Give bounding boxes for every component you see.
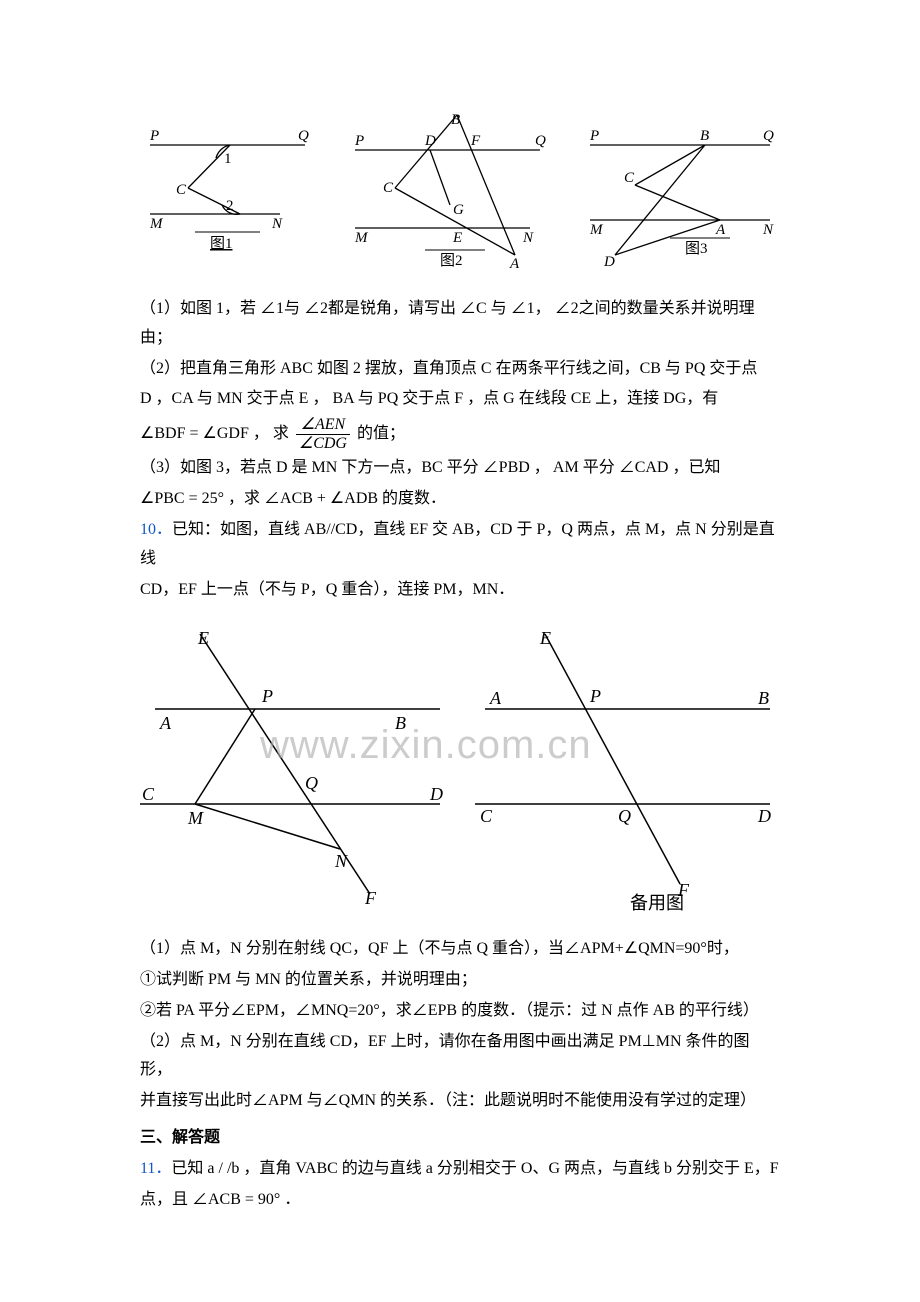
label-N: N	[762, 222, 774, 238]
label-A: A	[715, 222, 726, 238]
q2-line2: D ，CA 与 MN 交于点 E ， BA 与 PQ 交于点 F ，点 G 在线…	[140, 385, 780, 414]
q10-p2a: （2）点 M，N 分别在直线 CD，EF 上时，请你在备用图中画出满足 PM⊥M…	[140, 1028, 780, 1086]
q10-p1a: ①试判断 PM 与 MN 的位置关系，并说明理由；	[140, 966, 780, 995]
label-D: D	[603, 254, 615, 270]
fraction-aen-cdg: ∠AEN ∠CDG	[296, 416, 350, 452]
label-B: B	[451, 112, 460, 128]
label-N: N	[271, 216, 283, 232]
figure-2: P Q M N B D F C G E A 图2	[345, 110, 555, 275]
r-C: C	[480, 806, 493, 826]
q11-text-a: 已知 a / /b ，直角 VABC 的边与直线 a 分别相交于 O、G 两点，…	[171, 1160, 778, 1177]
l-C: C	[142, 784, 155, 804]
label-D: D	[424, 133, 436, 149]
l-D: D	[429, 784, 443, 804]
l-B: B	[395, 713, 406, 733]
r-B: B	[758, 688, 769, 708]
q3-line2: ∠PBC = 25° ，求 ∠ACB + ∠ADB 的度数．	[140, 485, 780, 514]
label-Q: Q	[535, 133, 546, 149]
caption-fig2: 图2	[440, 252, 463, 269]
q11-line1: 11．已知 a / /b ，直角 VABC 的边与直线 a 分别相交于 O、G …	[140, 1155, 780, 1184]
label-A: A	[509, 256, 520, 272]
q2-line3: ∠BDF = ∠GDF ， 求 ∠AEN ∠CDG 的值；	[140, 416, 780, 452]
figure-1: P Q M N C 1 2 图1	[140, 110, 320, 275]
l-Q: Q	[305, 773, 318, 793]
q11-line2: 点，且 ∠ACB = 90° ．	[140, 1186, 780, 1215]
label-angle1: 1	[224, 151, 232, 167]
label-M: M	[149, 216, 164, 232]
figure-3: P Q M N B C A D 图3	[580, 110, 780, 275]
q10-p2b: 并直接写出此时∠APM 与∠QMN 的关系．（注：此题说明时不能使用没有学过的定…	[140, 1087, 780, 1116]
label-B: B	[700, 128, 709, 144]
r-E: E	[539, 628, 551, 648]
caption-fig3: 图3	[685, 240, 708, 257]
figures-row-top: P Q M N C 1 2 图1	[140, 110, 780, 275]
label-C: C	[176, 182, 187, 198]
big-figure-row: www.zixin.com.cn E P A B C D Q M N F	[140, 614, 780, 925]
r-P: P	[589, 686, 601, 706]
label-M: M	[354, 230, 369, 246]
q3-line1: （3）如图 3，若点 D 是 MN 下方一点，BC 平分 ∠PBD ， AM 平…	[140, 454, 780, 483]
label-P: P	[149, 128, 159, 144]
label-P: P	[354, 133, 364, 149]
label-N: N	[522, 230, 534, 246]
q2-line1: （2）把直角三角形 ABC 如图 2 摆放，直角顶点 C 在两条平行线之间，CB…	[140, 355, 780, 384]
label-Q: Q	[298, 128, 309, 144]
label-E: E	[452, 230, 462, 246]
q2c-pre: ∠BDF = ∠GDF ， 求	[140, 425, 289, 442]
section-3-title: 三、解答题	[140, 1124, 780, 1153]
q11-number: 11．	[140, 1160, 171, 1177]
l-A: A	[159, 713, 172, 733]
r-D: D	[757, 806, 771, 826]
r-A: A	[489, 688, 502, 708]
q10-p1b: ②若 PA 平分∠EPM，∠MNQ=20°，求∠EPB 的度数．（提示：过 N …	[140, 997, 780, 1026]
l-N: N	[334, 851, 348, 871]
label-F: F	[470, 133, 481, 149]
q10-line1: 10．已知：如图，直线 AB//CD，直线 EF 交 AB，CD 于 P，Q 两…	[140, 516, 780, 574]
q10-text-a: 已知：如图，直线 AB//CD，直线 EF 交 AB，CD 于 P，Q 两点，点…	[140, 521, 775, 567]
label-P: P	[589, 128, 599, 144]
label-angle2: 2	[226, 198, 234, 214]
frac-bot: ∠CDG	[296, 435, 350, 453]
label-C: C	[624, 170, 635, 186]
q1-text: （1）如图 1，若 ∠1与 ∠2都是锐角，请写出 ∠C 与 ∠1， ∠2之间的数…	[140, 295, 780, 353]
q10-number: 10．	[140, 521, 172, 538]
q10-p1: （1）点 M，N 分别在射线 QC，QF 上（不与点 Q 重合），当∠APM+∠…	[140, 935, 780, 964]
l-M: M	[187, 808, 204, 828]
label-G: G	[453, 202, 464, 218]
l-P: P	[261, 686, 273, 706]
label-Q: Q	[763, 128, 774, 144]
l-E: E	[197, 628, 209, 648]
q10-line2: CD，EF 上一点（不与 P，Q 重合），连接 PM，MN．	[140, 576, 780, 605]
label-C: C	[383, 180, 394, 196]
label-M: M	[589, 222, 604, 238]
l-F: F	[364, 888, 377, 908]
caption-beiyong: 备用图	[630, 893, 684, 913]
r-Q: Q	[618, 806, 631, 826]
q2c-post: 的值；	[357, 425, 405, 442]
caption-fig1: 图1	[210, 235, 233, 252]
frac-top: ∠AEN	[296, 416, 350, 435]
